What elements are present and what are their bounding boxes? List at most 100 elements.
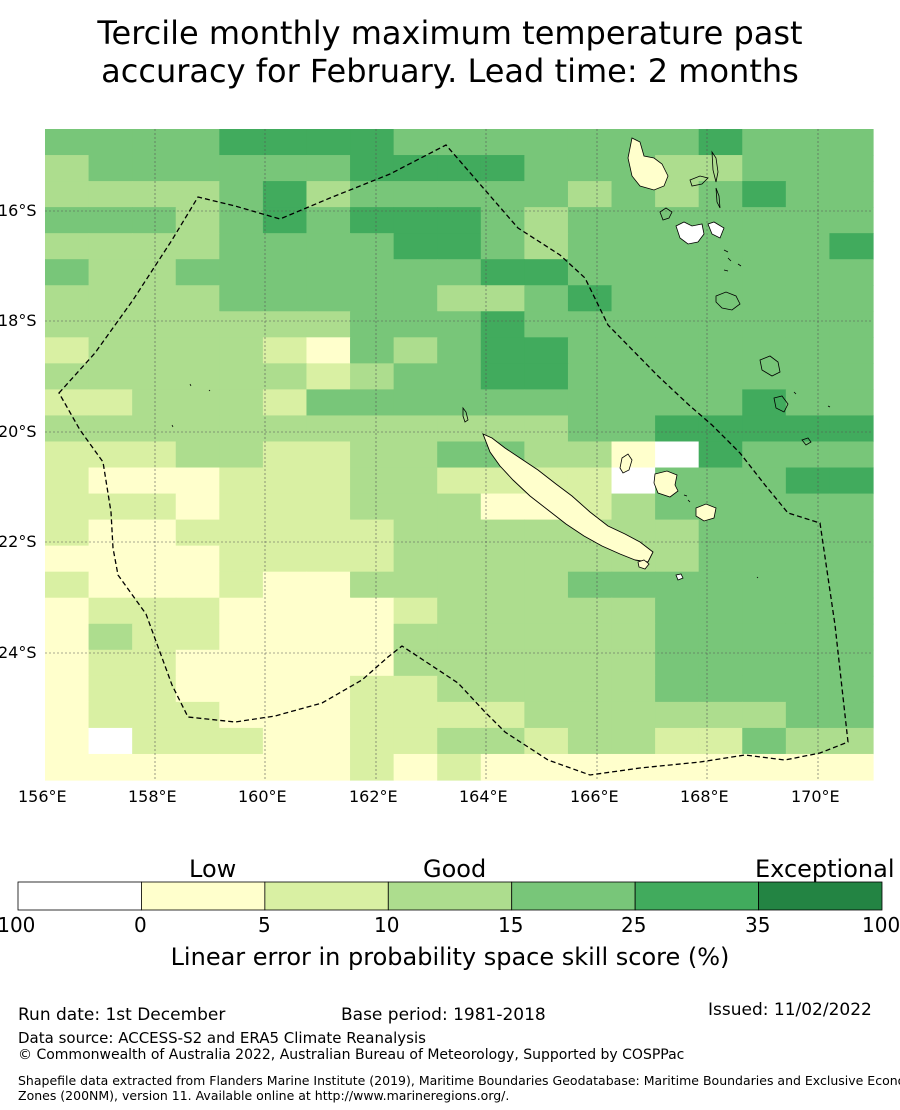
grid-cell [88, 727, 133, 755]
grid-cell [88, 155, 133, 182]
grid-cell [88, 129, 133, 156]
grid-cell [785, 233, 831, 260]
grid-cell [132, 467, 177, 495]
grid-cell [219, 389, 264, 417]
grid-cell [88, 441, 133, 469]
grid-cell [567, 363, 613, 390]
grid-cell [437, 259, 482, 286]
grid-cell [350, 519, 395, 547]
tanna-island [773, 395, 789, 413]
grid-cell [306, 363, 351, 390]
colorbar-segment [17, 881, 142, 911]
mare-island [695, 503, 717, 522]
grid-cell [524, 415, 569, 443]
grid-cell [437, 571, 482, 599]
grid-cell [437, 363, 482, 390]
grid-cell [698, 467, 743, 495]
grid-cell [132, 701, 177, 729]
erromango-island [759, 355, 781, 377]
grid-cell [350, 597, 395, 625]
grid-cell [480, 493, 525, 521]
grid-cell [437, 207, 482, 234]
grid-cell [88, 363, 133, 390]
lon-label-158e: 158°E [128, 787, 177, 806]
grid-cell [655, 623, 700, 651]
grid-cell [262, 363, 308, 390]
grid-cell [524, 207, 569, 234]
grid-cell [306, 389, 351, 417]
grid-cell [829, 649, 874, 677]
grid-cell [132, 233, 177, 260]
grid-cell [132, 493, 177, 521]
grid-cell [567, 181, 613, 208]
grid-cell [829, 701, 874, 729]
grid-cell [829, 259, 874, 286]
grid-cell [175, 181, 220, 208]
lon-label-156e: 156°E [18, 787, 67, 806]
grid-cell [45, 207, 90, 234]
grid-cell [567, 649, 613, 677]
grid-cell [132, 285, 177, 312]
grid-cell [219, 753, 264, 781]
grid-cell [45, 571, 90, 599]
grid-cell [88, 415, 133, 443]
grid-cell [88, 207, 133, 234]
graticule [45, 129, 873, 780]
grid-cell [393, 311, 438, 338]
grid-cell [567, 545, 613, 573]
grid-cell [655, 311, 700, 338]
grid-cell [785, 337, 831, 364]
grid-cell [262, 753, 308, 781]
grid-cell [742, 337, 787, 364]
grid-cell [175, 129, 220, 156]
grid-cell [524, 753, 569, 781]
grid-cell [655, 259, 700, 286]
grid-cell [567, 597, 613, 625]
grid-cell [132, 649, 177, 677]
grid-cell [437, 233, 482, 260]
grid-cell [655, 649, 700, 677]
grid-cell [611, 493, 656, 521]
grid-cell [785, 259, 831, 286]
grid-cell [175, 285, 220, 312]
grid-cell [524, 623, 569, 651]
grid-cell [45, 129, 90, 156]
grid-cell [480, 181, 525, 208]
grid-cell [567, 389, 613, 417]
grid-cell [437, 311, 482, 338]
lat-label-16s: 16°S [0, 201, 37, 220]
grid-cell [350, 545, 395, 573]
grid-cell [88, 233, 133, 260]
grid-cell [437, 493, 482, 521]
grid-cell [611, 597, 656, 625]
efate-island [715, 291, 741, 311]
grid-cell [742, 727, 787, 755]
grid-cell [698, 701, 743, 729]
grid-cell [437, 337, 482, 364]
shapefile-credit-line-2: Zones (200NM), version 11. Available onl… [18, 1088, 510, 1103]
grid-cell [306, 467, 351, 495]
grid-cell [262, 311, 308, 338]
grid-cell [480, 545, 525, 573]
grid-cell [437, 181, 482, 208]
grid-cell [175, 207, 220, 234]
grid-cell [219, 597, 264, 625]
grid-cell [698, 675, 743, 703]
grid-cell [698, 363, 743, 390]
grid-cell [437, 415, 482, 443]
colorbar-label: Linear error in probability space skill … [170, 943, 730, 971]
lon-label-170e: 170°E [791, 787, 840, 806]
grid-cell [655, 753, 700, 781]
grid-cell [829, 675, 874, 703]
grid-cell [88, 311, 133, 338]
colorbar-tick-25: 25 [621, 913, 647, 937]
grid-cell [698, 311, 743, 338]
grid-cell [219, 545, 264, 573]
lon-label-160e: 160°E [238, 787, 287, 806]
colorbar-segment [387, 881, 513, 911]
grid-cell [175, 493, 220, 521]
grid-cell [785, 467, 831, 495]
aneityum-island [801, 437, 812, 446]
grid-cell [437, 129, 482, 156]
grid-cell [785, 623, 831, 651]
